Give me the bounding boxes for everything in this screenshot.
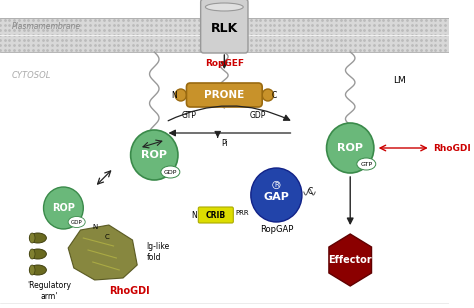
Text: Pi: Pi	[221, 139, 228, 148]
Circle shape	[327, 123, 374, 173]
Text: N: N	[171, 91, 177, 99]
Text: RhoGDI: RhoGDI	[434, 144, 471, 152]
FancyBboxPatch shape	[198, 207, 233, 223]
Text: LM: LM	[393, 75, 406, 84]
Ellipse shape	[357, 158, 376, 170]
Text: RopGAP: RopGAP	[260, 225, 293, 234]
Text: N: N	[92, 224, 97, 230]
Ellipse shape	[205, 3, 243, 11]
Text: N: N	[191, 210, 197, 220]
Text: GDP: GDP	[71, 220, 82, 225]
Polygon shape	[329, 234, 372, 286]
Polygon shape	[68, 225, 137, 280]
Ellipse shape	[175, 89, 186, 101]
Text: C: C	[272, 91, 277, 99]
Text: PRONE: PRONE	[204, 90, 245, 100]
Text: PRR: PRR	[236, 210, 249, 216]
Ellipse shape	[29, 249, 46, 259]
FancyBboxPatch shape	[201, 0, 248, 53]
Text: RopGEF: RopGEF	[205, 59, 244, 67]
Text: RLK: RLK	[211, 22, 238, 34]
Ellipse shape	[68, 217, 85, 228]
Ellipse shape	[262, 89, 273, 101]
Text: R: R	[274, 182, 279, 188]
Circle shape	[44, 187, 83, 229]
Text: ROP: ROP	[52, 203, 75, 213]
Text: CYTOSOL: CYTOSOL	[11, 71, 51, 79]
Text: CRIB: CRIB	[206, 210, 226, 220]
Ellipse shape	[29, 249, 35, 259]
Ellipse shape	[29, 265, 46, 275]
Text: 'Regulatory
arm': 'Regulatory arm'	[27, 281, 71, 301]
Text: RhoGDI: RhoGDI	[109, 286, 149, 296]
Text: Plasmamembrane: Plasmamembrane	[11, 22, 81, 30]
Ellipse shape	[29, 265, 35, 275]
Text: Ig-like
fold: Ig-like fold	[147, 242, 170, 262]
Text: ROP: ROP	[337, 143, 363, 153]
FancyBboxPatch shape	[186, 83, 262, 107]
Text: GDP: GDP	[164, 169, 177, 175]
Ellipse shape	[29, 233, 46, 243]
Text: GAP: GAP	[264, 192, 289, 202]
Text: C: C	[308, 188, 313, 197]
Text: GTP: GTP	[182, 111, 197, 120]
Ellipse shape	[161, 166, 180, 178]
Text: Effector: Effector	[328, 255, 372, 265]
Circle shape	[251, 168, 302, 222]
Text: GTP: GTP	[360, 161, 373, 167]
Text: GDP: GDP	[249, 111, 265, 120]
Ellipse shape	[29, 233, 35, 243]
Text: ROP: ROP	[141, 150, 167, 160]
Circle shape	[131, 130, 178, 180]
Bar	[0, 18, 449, 52]
Text: C: C	[105, 234, 109, 240]
